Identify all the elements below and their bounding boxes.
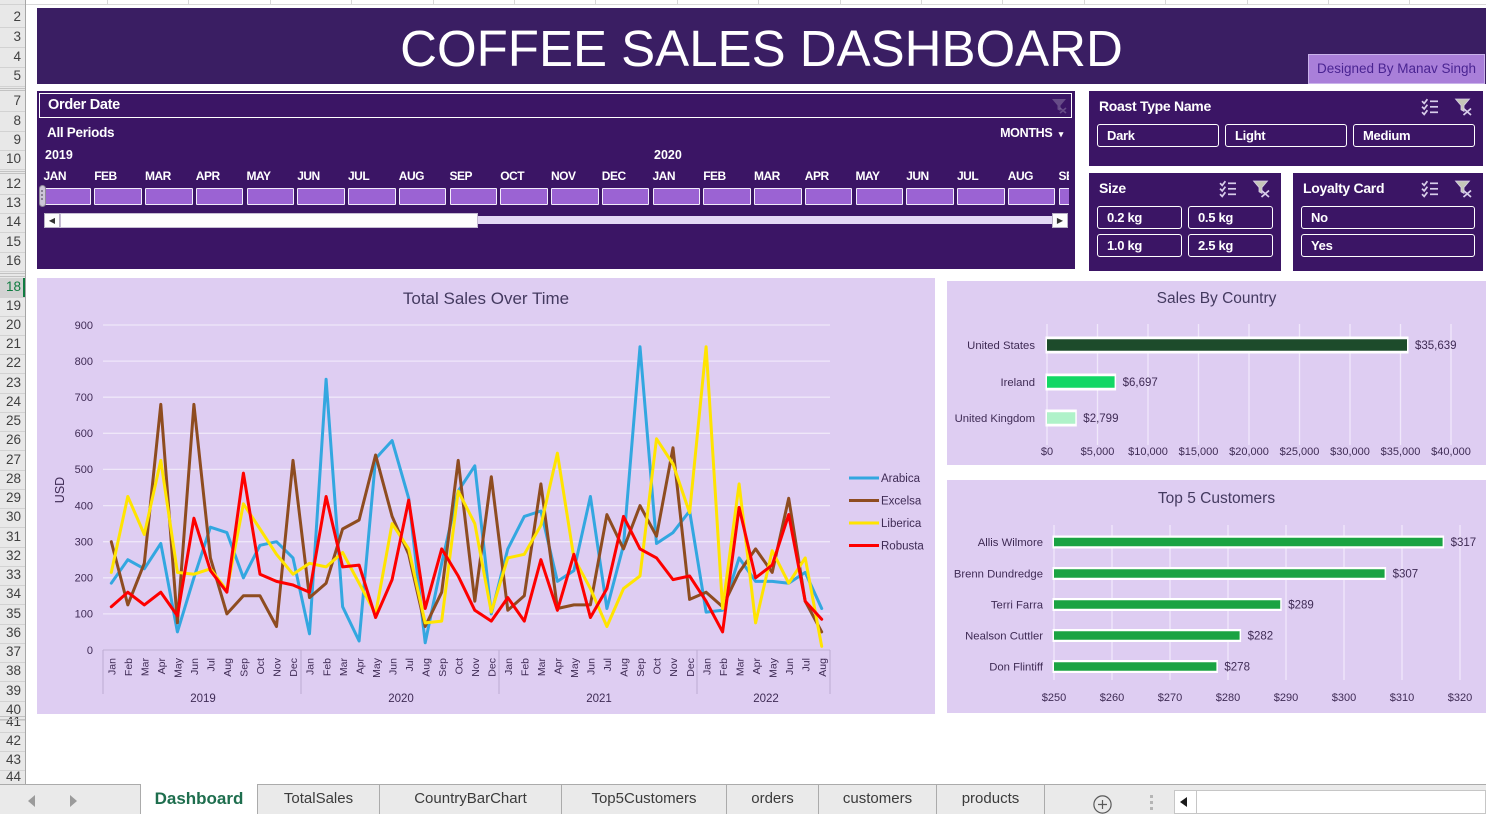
svg-text:United Kingdom: United Kingdom bbox=[955, 413, 1035, 425]
svg-text:Feb: Feb bbox=[123, 658, 135, 676]
svg-text:800: 800 bbox=[75, 356, 93, 368]
svg-text:Robusta: Robusta bbox=[881, 540, 924, 552]
svg-text:Jan: Jan bbox=[107, 658, 119, 675]
svg-text:United States: United States bbox=[967, 340, 1035, 352]
svg-text:$260: $260 bbox=[1100, 692, 1124, 704]
svg-text:Nov: Nov bbox=[668, 657, 680, 676]
svg-text:Mar: Mar bbox=[536, 658, 548, 677]
svg-text:Aug: Aug bbox=[222, 658, 234, 677]
svg-text:Sep: Sep bbox=[239, 658, 251, 677]
svg-text:May: May bbox=[173, 657, 185, 678]
svg-text:$300: $300 bbox=[1332, 692, 1356, 704]
svg-text:2020: 2020 bbox=[388, 693, 414, 705]
svg-text:Feb: Feb bbox=[520, 658, 532, 676]
svg-text:$310: $310 bbox=[1390, 692, 1414, 704]
svg-text:100: 100 bbox=[75, 609, 93, 621]
svg-text:Oct: Oct bbox=[652, 658, 664, 674]
svg-text:Sep: Sep bbox=[635, 658, 647, 677]
svg-text:2021: 2021 bbox=[586, 693, 612, 705]
svg-text:Ireland: Ireland bbox=[1000, 377, 1035, 389]
svg-text:Dec: Dec bbox=[487, 658, 499, 677]
svg-text:$25,000: $25,000 bbox=[1280, 446, 1320, 458]
svg-text:$30,000: $30,000 bbox=[1330, 446, 1370, 458]
svg-text:$278: $278 bbox=[1224, 661, 1250, 673]
svg-text:Liberica: Liberica bbox=[881, 518, 922, 530]
svg-text:Nov: Nov bbox=[272, 657, 284, 676]
svg-text:$10,000: $10,000 bbox=[1128, 446, 1168, 458]
svg-text:Nealson Cuttler: Nealson Cuttler bbox=[965, 630, 1043, 642]
svg-text:$15,000: $15,000 bbox=[1179, 446, 1219, 458]
svg-text:$2,799: $2,799 bbox=[1083, 413, 1118, 425]
svg-text:$270: $270 bbox=[1158, 692, 1182, 704]
svg-text:Dec: Dec bbox=[685, 658, 697, 677]
svg-text:Apr: Apr bbox=[354, 658, 366, 675]
svg-text:May: May bbox=[569, 657, 581, 678]
svg-text:$280: $280 bbox=[1216, 692, 1240, 704]
svg-text:500: 500 bbox=[75, 464, 93, 476]
svg-text:700: 700 bbox=[75, 392, 93, 404]
svg-text:400: 400 bbox=[75, 500, 93, 512]
svg-text:Jul: Jul bbox=[800, 658, 812, 671]
svg-text:Mar: Mar bbox=[734, 658, 746, 677]
svg-text:Jul: Jul bbox=[206, 658, 218, 671]
svg-text:Jun: Jun bbox=[586, 658, 598, 675]
svg-text:Excelsa: Excelsa bbox=[881, 495, 922, 507]
svg-text:$0: $0 bbox=[1041, 446, 1053, 458]
svg-text:Jul: Jul bbox=[602, 658, 614, 671]
svg-text:Arabica: Arabica bbox=[881, 473, 921, 485]
svg-text:300: 300 bbox=[75, 537, 93, 549]
svg-text:May: May bbox=[767, 657, 779, 678]
svg-text:$20,000: $20,000 bbox=[1229, 446, 1269, 458]
svg-text:Aug: Aug bbox=[619, 658, 631, 677]
svg-text:Jun: Jun bbox=[189, 658, 201, 675]
svg-text:900: 900 bbox=[75, 320, 93, 332]
svg-text:Feb: Feb bbox=[321, 658, 333, 676]
svg-text:0: 0 bbox=[87, 645, 93, 657]
svg-text:Terri Farra: Terri Farra bbox=[991, 599, 1044, 611]
svg-text:Oct: Oct bbox=[453, 658, 465, 674]
svg-text:$35,639: $35,639 bbox=[1415, 340, 1457, 352]
svg-text:Mar: Mar bbox=[140, 658, 152, 677]
svg-text:$290: $290 bbox=[1274, 692, 1298, 704]
svg-text:Aug: Aug bbox=[420, 658, 432, 677]
svg-text:Jun: Jun bbox=[784, 658, 796, 675]
svg-text:Apr: Apr bbox=[751, 658, 763, 675]
svg-text:Mar: Mar bbox=[338, 658, 350, 677]
svg-text:Dec: Dec bbox=[288, 658, 300, 677]
svg-text:$250: $250 bbox=[1042, 692, 1066, 704]
svg-text:Feb: Feb bbox=[718, 658, 730, 676]
svg-text:Allis Wilmore: Allis Wilmore bbox=[978, 537, 1043, 549]
svg-text:Apr: Apr bbox=[156, 658, 168, 675]
svg-text:$35,000: $35,000 bbox=[1381, 446, 1421, 458]
svg-text:$307: $307 bbox=[1393, 568, 1419, 580]
svg-text:$282: $282 bbox=[1248, 630, 1274, 642]
svg-text:Jun: Jun bbox=[387, 658, 399, 675]
svg-text:May: May bbox=[371, 657, 383, 678]
svg-text:Don Flintiff: Don Flintiff bbox=[989, 661, 1044, 673]
svg-text:$40,000: $40,000 bbox=[1431, 446, 1471, 458]
svg-text:Jan: Jan bbox=[305, 658, 317, 675]
svg-text:Jan: Jan bbox=[503, 658, 515, 675]
svg-text:Jul: Jul bbox=[404, 658, 416, 671]
svg-text:Brenn Dundredge: Brenn Dundredge bbox=[954, 568, 1043, 580]
svg-text:Apr: Apr bbox=[553, 658, 565, 675]
svg-text:$289: $289 bbox=[1288, 599, 1314, 611]
svg-text:$317: $317 bbox=[1451, 537, 1477, 549]
svg-text:USD: USD bbox=[53, 477, 67, 503]
svg-text:$6,697: $6,697 bbox=[1123, 377, 1158, 389]
svg-text:200: 200 bbox=[75, 573, 93, 585]
svg-text:2022: 2022 bbox=[753, 693, 779, 705]
svg-text:$320: $320 bbox=[1448, 692, 1472, 704]
svg-text:Jan: Jan bbox=[701, 658, 713, 675]
svg-text:Sep: Sep bbox=[437, 658, 449, 677]
svg-text:Aug: Aug bbox=[817, 658, 829, 677]
svg-text:$5,000: $5,000 bbox=[1081, 446, 1115, 458]
svg-text:Oct: Oct bbox=[255, 658, 267, 674]
svg-text:600: 600 bbox=[75, 428, 93, 440]
svg-text:2019: 2019 bbox=[190, 693, 216, 705]
svg-text:Nov: Nov bbox=[470, 657, 482, 676]
